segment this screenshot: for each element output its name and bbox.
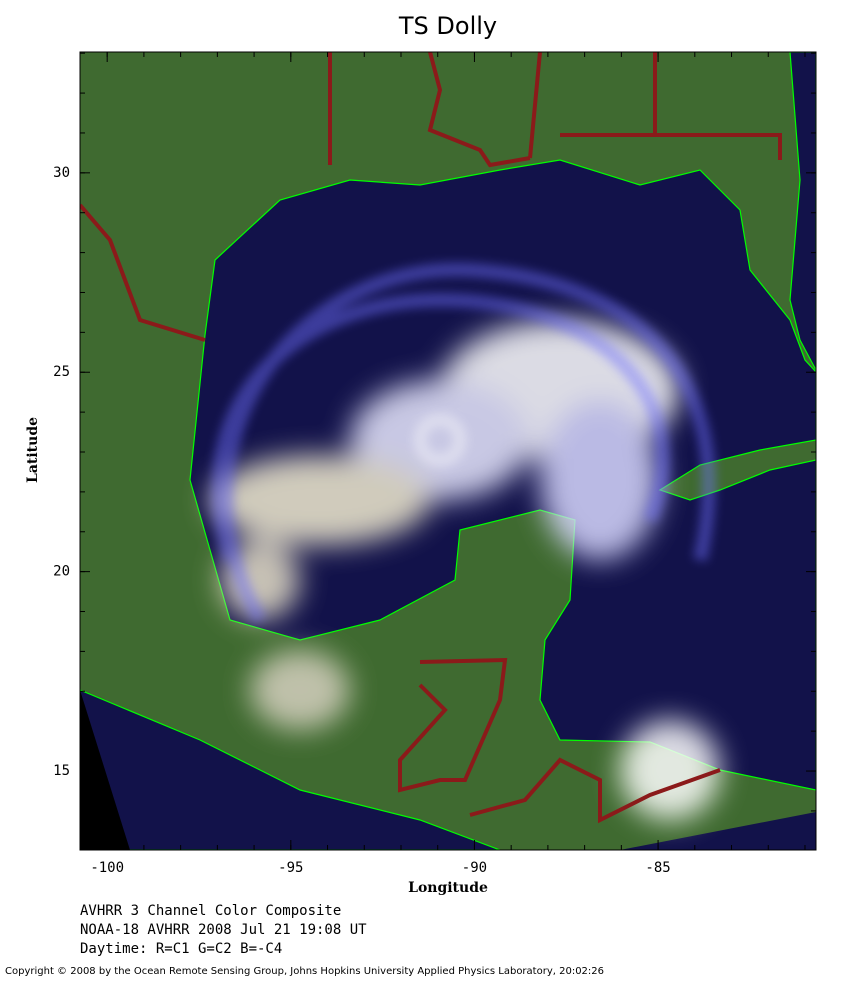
satellite-image [80,52,816,850]
y-tick-label: 15 [53,763,70,779]
x-tick-label: -95 [278,860,303,876]
y-axis-label: Latitude [25,417,41,483]
copyright: Copyright © 2008 by the Ocean Remote Sen… [5,966,604,977]
x-tick-label: -85 [645,860,670,876]
caption-line: NOAA-18 AVHRR 2008 Jul 21 19:08 UT [80,922,367,938]
title: TS Dolly [398,12,497,40]
map-frame [79,51,817,851]
x-axis-label: Longitude [408,880,488,896]
caption-line: Daytime: R=C1 G=C2 B=-C4 [80,941,282,957]
y-tick-label: 30 [53,165,70,181]
x-tick-label: -100 [90,860,124,876]
x-tick-label: -90 [462,860,487,876]
y-tick-label: 20 [53,564,70,580]
caption-line: AVHRR 3 Channel Color Composite [80,903,341,919]
y-tick-label: 25 [53,364,70,380]
